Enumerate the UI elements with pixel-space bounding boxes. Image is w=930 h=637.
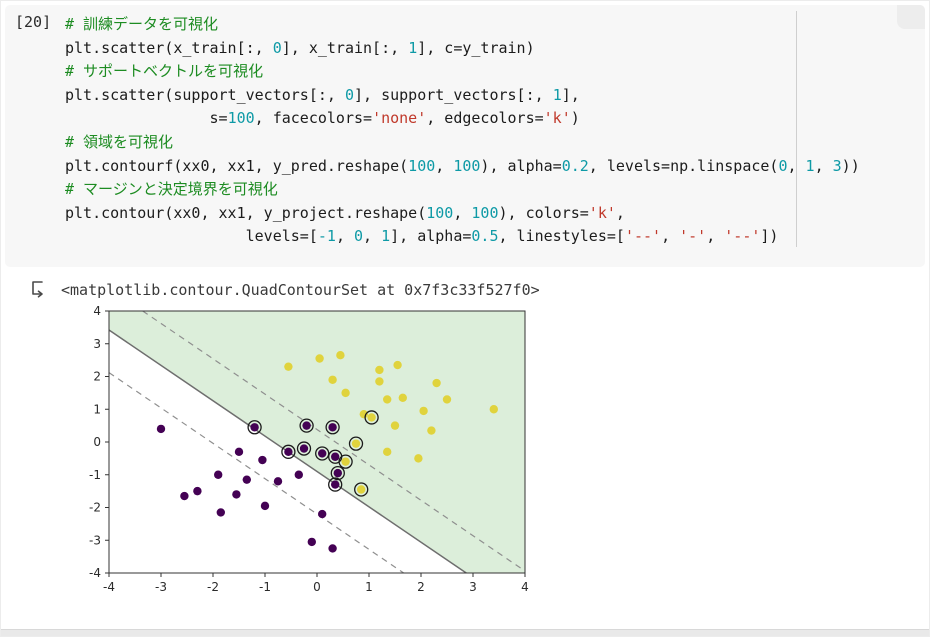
code-cell[interactable]: [20] # 訓練データを可視化 plt.scatter(x_train[:, 0… bbox=[5, 5, 925, 267]
code-token-number: 1 bbox=[552, 85, 562, 104]
code-token-plain: ], support_vectors[:, bbox=[354, 85, 553, 104]
code-token-plain: plt.scatter(support_vectors[:, bbox=[65, 85, 345, 104]
code-token-plain: ) bbox=[570, 109, 580, 128]
code-token-plain: s= bbox=[65, 109, 228, 128]
code-token-number: 1 bbox=[381, 227, 391, 246]
svg-text:-2: -2 bbox=[89, 501, 101, 515]
code-token-plain: , bbox=[435, 156, 454, 175]
code-token-number: 3 bbox=[832, 156, 842, 175]
output-area: <matplotlib.contour.QuadContourSet at 0x… bbox=[1, 269, 929, 628]
code-token-plain: , bbox=[335, 227, 354, 246]
code-token-plain: ], x_train[:, bbox=[281, 38, 409, 57]
code-line: # 領域を可視化 bbox=[65, 131, 895, 155]
code-token-plain: ], c=y_train) bbox=[417, 38, 535, 57]
code-token-string: 'k' bbox=[588, 203, 616, 222]
code-token-number: 1 bbox=[408, 38, 418, 57]
code-line: s=100, facecolors='none', edgecolors='k'… bbox=[65, 107, 895, 131]
execution-count: [20] bbox=[15, 13, 52, 31]
svg-text:-2: -2 bbox=[207, 580, 219, 594]
code-token-number: 100 bbox=[471, 203, 499, 222]
code-token-plain: plt.contourf(xx0, xx1, y_pred.reshape( bbox=[65, 156, 409, 175]
code-token-plain: , bbox=[814, 156, 833, 175]
code-token-plain: , linestyles=[ bbox=[498, 227, 625, 246]
code-token-plain: , facecolors= bbox=[254, 109, 373, 128]
code-token-plain: plt.scatter(x_train[:, bbox=[65, 38, 273, 57]
code-token-string: '-' bbox=[679, 227, 707, 246]
svg-text:-3: -3 bbox=[89, 533, 101, 547]
svg-text:1: 1 bbox=[365, 580, 373, 594]
code-line: plt.contourf(xx0, xx1, y_pred.reshape(10… bbox=[65, 155, 895, 179]
svg-text:0: 0 bbox=[313, 580, 321, 594]
code-token-plain: , bbox=[363, 227, 382, 246]
code-line: levels=[-1, 0, 1], alpha=0.5, linestyles… bbox=[65, 225, 895, 249]
code-token-comment: # 訓練データを可視化 bbox=[65, 15, 219, 33]
code-token-number: 1 bbox=[805, 156, 815, 175]
svg-text:-3: -3 bbox=[155, 580, 167, 594]
scatter-plot: -4 -3 -2 -1 0 1 2 3 4 -4 -3 -2 -1 0 1 2 3 4 bbox=[89, 304, 529, 594]
code-line: # マージンと決定境界を可視化 bbox=[65, 178, 895, 202]
code-line: # 訓練データを可視化 bbox=[65, 13, 895, 37]
code-token-plain: , bbox=[706, 227, 725, 246]
cell-toolbar-stub[interactable] bbox=[897, 5, 925, 29]
output-repr-text: <matplotlib.contour.QuadContourSet at 0x… bbox=[61, 281, 540, 299]
svg-text:3: 3 bbox=[93, 337, 101, 351]
code-token-comment: # マージンと決定境界を可視化 bbox=[65, 180, 278, 199]
code-token-string: '--' bbox=[624, 227, 662, 246]
svg-text:-1: -1 bbox=[259, 580, 271, 594]
code-line: # サポートベクトルを可視化 bbox=[65, 60, 895, 84]
code-token-plain: , bbox=[661, 227, 680, 246]
code-token-string: 'none' bbox=[372, 109, 427, 128]
svg-text:-4: -4 bbox=[103, 580, 115, 594]
svg-text:4: 4 bbox=[93, 304, 101, 318]
code-token-number: 0 bbox=[272, 38, 282, 57]
code-token-number: 100 bbox=[408, 156, 436, 175]
code-token-plain: , levels=np.linspace( bbox=[588, 156, 779, 175]
svg-text:2: 2 bbox=[417, 580, 425, 594]
code-token-string: '--' bbox=[724, 227, 761, 246]
code-line: plt.contour(xx0, xx1, y_project.reshape(… bbox=[65, 202, 895, 226]
svg-text:-4: -4 bbox=[89, 566, 101, 580]
code-token-number: 0 bbox=[354, 227, 364, 246]
svg-text:-1: -1 bbox=[89, 468, 101, 482]
svg-text:2: 2 bbox=[93, 370, 101, 384]
code-token-plain: ), alpha= bbox=[480, 156, 562, 175]
code-token-string: 'k' bbox=[543, 109, 571, 128]
code-token-number: 0.5 bbox=[471, 227, 499, 246]
code-token-plain: ), colors= bbox=[498, 203, 589, 222]
code-token-comment: # サポートベクトルを可視化 bbox=[65, 62, 264, 81]
svg-text:0: 0 bbox=[93, 435, 101, 449]
code-token-plain: , edgecolors= bbox=[426, 109, 544, 128]
code-token-number: -1 bbox=[317, 227, 336, 246]
code-token-number: 0.2 bbox=[561, 156, 589, 175]
code-token-number: 100 bbox=[426, 203, 454, 222]
code-token-plain: )) bbox=[841, 156, 860, 175]
code-token-plain: levels=[ bbox=[65, 227, 318, 246]
code-token-number: 100 bbox=[227, 109, 255, 128]
bottom-separator bbox=[1, 629, 929, 636]
code-token-plain: , bbox=[615, 203, 625, 222]
code-token-plain: ], alpha= bbox=[390, 227, 472, 246]
svg-text:3: 3 bbox=[469, 580, 477, 594]
code-token-number: 100 bbox=[453, 156, 481, 175]
svg-text:1: 1 bbox=[93, 402, 101, 416]
code-token-comment: # 領域を可視化 bbox=[65, 132, 174, 151]
cell-right-border bbox=[796, 11, 797, 247]
code-line: plt.scatter(x_train[:, 0], x_train[:, 1]… bbox=[65, 37, 895, 61]
code-token-plain: plt.contour(xx0, xx1, y_project.reshape( bbox=[65, 203, 427, 222]
cell-output-icon bbox=[32, 281, 43, 298]
svg-text:4: 4 bbox=[521, 580, 529, 594]
code-token-plain: ], bbox=[561, 85, 580, 104]
code-token-plain: , bbox=[453, 203, 472, 222]
code-lines[interactable]: # 訓練データを可視化 plt.scatter(x_train[:, 0], x_… bbox=[65, 13, 895, 249]
code-token-number: 0 bbox=[778, 156, 788, 175]
code-token-number: 0 bbox=[344, 85, 354, 104]
code-line: plt.scatter(support_vectors[:, 0], suppo… bbox=[65, 84, 895, 108]
code-token-plain: ]) bbox=[760, 227, 779, 246]
code-token-plain: , bbox=[787, 156, 797, 175]
